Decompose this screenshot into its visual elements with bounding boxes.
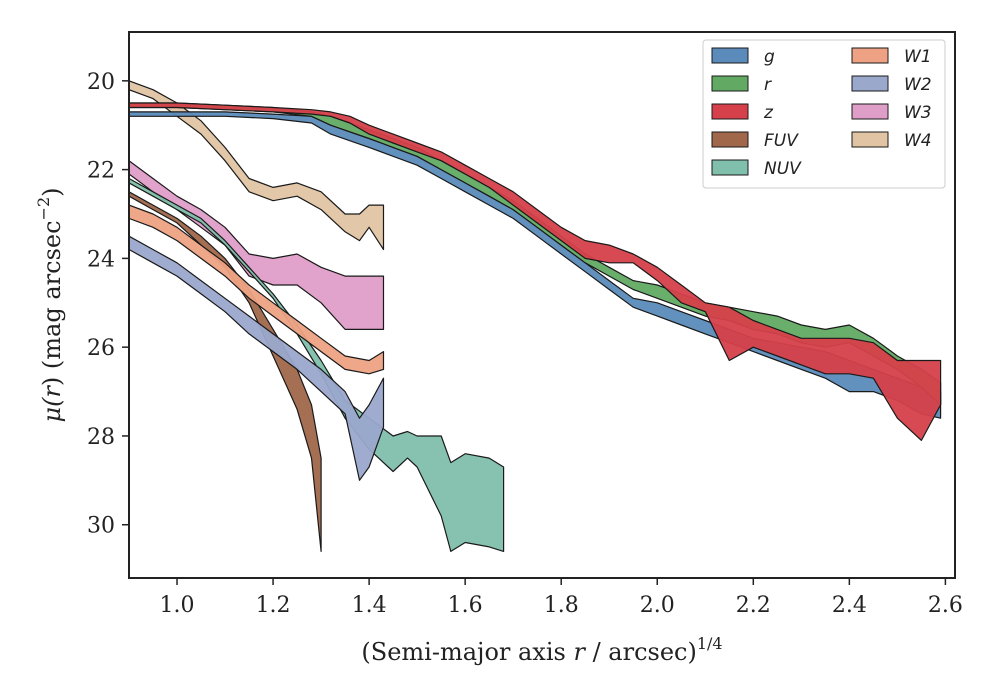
- legend-swatch-w4: [851, 131, 889, 148]
- legend-swatch-g: [711, 47, 749, 64]
- legend-swatch-r: [711, 75, 749, 92]
- y-axis-title: μ(r) (mag arcsec−2): [34, 187, 66, 422]
- y-tick-label: 24: [87, 247, 115, 272]
- plot-frame: [128, 31, 956, 579]
- x-tick-label: 1.0: [160, 593, 195, 618]
- x-axis-title: (Semi-major axis r / arcsec)1/4: [361, 634, 722, 666]
- band-z: [129, 102, 942, 441]
- band-w4: [129, 80, 385, 251]
- band-nuv: [129, 177, 505, 553]
- y-tick-label: 28: [87, 425, 115, 450]
- legend-swatch-fuv: [711, 131, 749, 148]
- legend-label-nuv: NUV: [764, 159, 802, 179]
- legend-label-r: r: [764, 75, 772, 95]
- x-tick-label: 1.8: [544, 593, 579, 618]
- x-tick-label: 2.4: [832, 593, 867, 618]
- band-w2: [129, 235, 385, 481]
- legend-label-w3: W3: [904, 103, 932, 123]
- legend-label-fuv: FUV: [764, 131, 799, 151]
- legend-swatch-w1: [851, 47, 889, 64]
- x-axis: 1.0 1.2 1.4 1.6 1.8 2.0 2.2 2.4 2.6: [160, 578, 963, 618]
- legend-label-w1: W1: [904, 47, 932, 67]
- x-tick-label: 1.4: [352, 593, 387, 618]
- x-tick-label: 2.6: [928, 593, 963, 618]
- x-tick-label: 1.6: [448, 593, 483, 618]
- x-tick-label: 1.2: [256, 593, 291, 618]
- legend-label-g: g: [764, 47, 775, 67]
- band-w3: [129, 160, 385, 330]
- y-tick-label: 30: [87, 514, 115, 539]
- legend-label-w4: W4: [904, 131, 932, 151]
- y-axis: 20 22 24 26 28 30: [87, 70, 129, 539]
- legend-label-w2: W2: [904, 75, 932, 95]
- y-tick-label: 26: [87, 336, 115, 361]
- legend-swatch-w3: [851, 103, 889, 120]
- legend-swatch-z: [711, 103, 749, 120]
- y-tick-label: 20: [87, 70, 115, 95]
- x-tick-label: 2.2: [736, 593, 771, 618]
- legend: grz FUV NUV W1 W2 W3 W4: [702, 39, 946, 189]
- legend-swatch-w2: [851, 75, 889, 92]
- series-bands: [129, 80, 942, 553]
- legend-label-z: z: [763, 103, 774, 123]
- band-w1: [129, 204, 385, 375]
- x-tick-label: 2.0: [640, 593, 675, 618]
- y-tick-label: 22: [87, 159, 115, 184]
- legend-swatch-nuv: [711, 159, 749, 176]
